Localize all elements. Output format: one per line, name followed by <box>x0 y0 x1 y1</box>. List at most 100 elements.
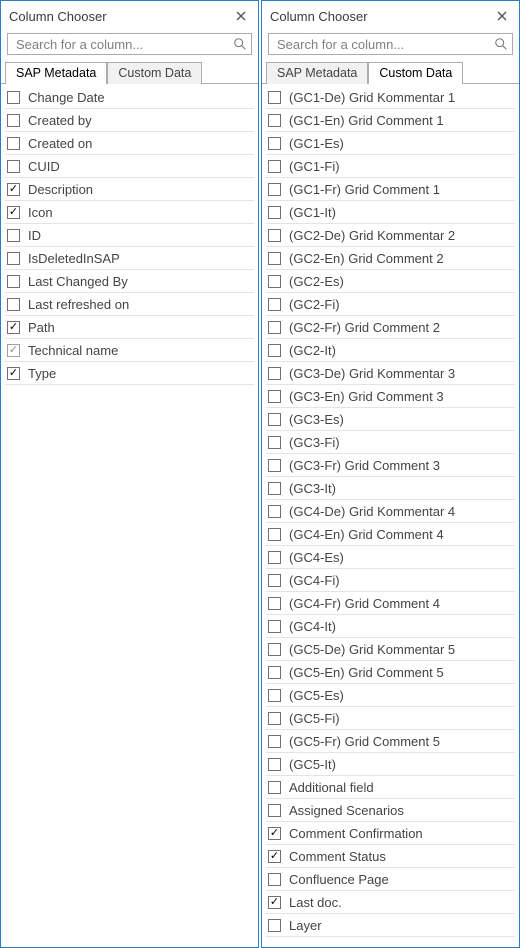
checkbox[interactable] <box>268 528 281 541</box>
list-item[interactable]: (GC2-En) Grid Comment 2 <box>266 247 515 270</box>
list-item[interactable]: (GC1-It) <box>266 201 515 224</box>
checkbox[interactable] <box>7 298 20 311</box>
list-item[interactable]: (GC3-Fr) Grid Comment 3 <box>266 454 515 477</box>
list-item[interactable]: Created on <box>5 132 254 155</box>
checkbox[interactable] <box>268 321 281 334</box>
checkbox[interactable] <box>268 459 281 472</box>
list-item[interactable]: Last Changed By <box>5 270 254 293</box>
list-item[interactable]: (GC1-Fr) Grid Comment 1 <box>266 178 515 201</box>
checkbox[interactable] <box>268 91 281 104</box>
checkbox[interactable] <box>268 873 281 886</box>
checkbox[interactable] <box>268 505 281 518</box>
list-item[interactable]: (GC1-De) Grid Kommentar 1 <box>266 86 515 109</box>
checkbox[interactable] <box>7 91 20 104</box>
close-icon[interactable] <box>232 7 250 25</box>
list-item[interactable]: ID <box>5 224 254 247</box>
checkbox[interactable] <box>268 758 281 771</box>
list-item[interactable]: ✓Type <box>5 362 254 385</box>
checkbox[interactable]: ✓ <box>268 827 281 840</box>
checkbox[interactable] <box>268 620 281 633</box>
list-item[interactable]: (GC5-Fr) Grid Comment 5 <box>266 730 515 753</box>
checkbox[interactable] <box>268 551 281 564</box>
checkbox[interactable] <box>268 666 281 679</box>
search-input[interactable] <box>14 36 233 53</box>
checkbox[interactable]: ✓ <box>268 850 281 863</box>
list-item[interactable]: (GC5-Es) <box>266 684 515 707</box>
list-item[interactable]: (GC4-Fr) Grid Comment 4 <box>266 592 515 615</box>
list-item[interactable]: Change Date <box>5 86 254 109</box>
list-item[interactable]: (GC1-Es) <box>266 132 515 155</box>
list-item[interactable]: ✓Technical name <box>5 339 254 362</box>
list-item[interactable]: (GC3-Es) <box>266 408 515 431</box>
tab-custom-data[interactable]: Custom Data <box>368 62 463 84</box>
list-item[interactable]: IsDeletedInSAP <box>5 247 254 270</box>
list-item[interactable]: (GC2-It) <box>266 339 515 362</box>
list-item[interactable]: ✓Path <box>5 316 254 339</box>
list-item[interactable]: Last refreshed on <box>5 293 254 316</box>
checkbox[interactable] <box>268 183 281 196</box>
search-input[interactable] <box>275 36 494 53</box>
checkbox[interactable] <box>268 482 281 495</box>
checkbox[interactable] <box>268 712 281 725</box>
checkbox[interactable] <box>7 137 20 150</box>
checkbox[interactable] <box>268 735 281 748</box>
checkbox[interactable] <box>7 275 20 288</box>
checkbox[interactable] <box>268 574 281 587</box>
list-item[interactable]: (GC2-Es) <box>266 270 515 293</box>
tab-custom-data[interactable]: Custom Data <box>107 62 202 84</box>
list-item[interactable]: (GC4-Fi) <box>266 569 515 592</box>
checkbox[interactable]: ✓ <box>268 896 281 909</box>
list-item[interactable]: (GC4-En) Grid Comment 4 <box>266 523 515 546</box>
list-item[interactable]: (GC5-De) Grid Kommentar 5 <box>266 638 515 661</box>
list-item[interactable]: Layer <box>266 914 515 937</box>
checkbox[interactable]: ✓ <box>7 183 20 196</box>
list-item[interactable]: (GC3-En) Grid Comment 3 <box>266 385 515 408</box>
list-item[interactable]: Confluence Page <box>266 868 515 891</box>
close-icon[interactable] <box>493 7 511 25</box>
checkbox[interactable] <box>7 252 20 265</box>
list-item[interactable]: (GC3-It) <box>266 477 515 500</box>
list-item[interactable]: (GC3-De) Grid Kommentar 3 <box>266 362 515 385</box>
list-item[interactable]: (GC2-Fi) <box>266 293 515 316</box>
checkbox[interactable] <box>268 781 281 794</box>
checkbox[interactable] <box>268 114 281 127</box>
list-item[interactable]: ✓Last doc. <box>266 891 515 914</box>
checkbox[interactable] <box>268 344 281 357</box>
checkbox[interactable] <box>268 206 281 219</box>
checkbox[interactable] <box>268 298 281 311</box>
list-item[interactable]: ✓Comment Status <box>266 845 515 868</box>
checkbox[interactable]: ✓ <box>7 321 20 334</box>
list-item[interactable]: (GC5-Fi) <box>266 707 515 730</box>
search-box[interactable] <box>268 33 513 55</box>
checkbox[interactable] <box>268 390 281 403</box>
list-item[interactable]: (GC4-De) Grid Kommentar 4 <box>266 500 515 523</box>
list-item[interactable]: ✓Comment Confirmation <box>266 822 515 845</box>
list-item[interactable]: ✓Icon <box>5 201 254 224</box>
list-item[interactable]: (GC2-Fr) Grid Comment 2 <box>266 316 515 339</box>
checkbox[interactable] <box>268 804 281 817</box>
checkbox[interactable] <box>268 689 281 702</box>
checkbox[interactable] <box>268 252 281 265</box>
list-item[interactable]: (GC4-It) <box>266 615 515 638</box>
list-item[interactable]: (GC1-Fi) <box>266 155 515 178</box>
list-item[interactable]: (GC3-Fi) <box>266 431 515 454</box>
checkbox[interactable] <box>7 160 20 173</box>
checkbox[interactable] <box>268 275 281 288</box>
list-item[interactable]: Created by <box>5 109 254 132</box>
list-item[interactable]: CUID <box>5 155 254 178</box>
list-item[interactable]: Additional field <box>266 776 515 799</box>
checkbox[interactable] <box>268 413 281 426</box>
checkbox[interactable] <box>268 229 281 242</box>
checkbox[interactable] <box>268 160 281 173</box>
tab-sap-metadata[interactable]: SAP Metadata <box>266 62 368 84</box>
checkbox[interactable]: ✓ <box>7 206 20 219</box>
checkbox[interactable] <box>268 919 281 932</box>
checkbox[interactable] <box>268 643 281 656</box>
checkbox[interactable]: ✓ <box>7 367 20 380</box>
list-item[interactable]: Assigned Scenarios <box>266 799 515 822</box>
list-item[interactable]: ✓Description <box>5 178 254 201</box>
checkbox[interactable] <box>268 597 281 610</box>
list-item[interactable]: (GC5-It) <box>266 753 515 776</box>
list-item[interactable]: (GC2-De) Grid Kommentar 2 <box>266 224 515 247</box>
search-box[interactable] <box>7 33 252 55</box>
